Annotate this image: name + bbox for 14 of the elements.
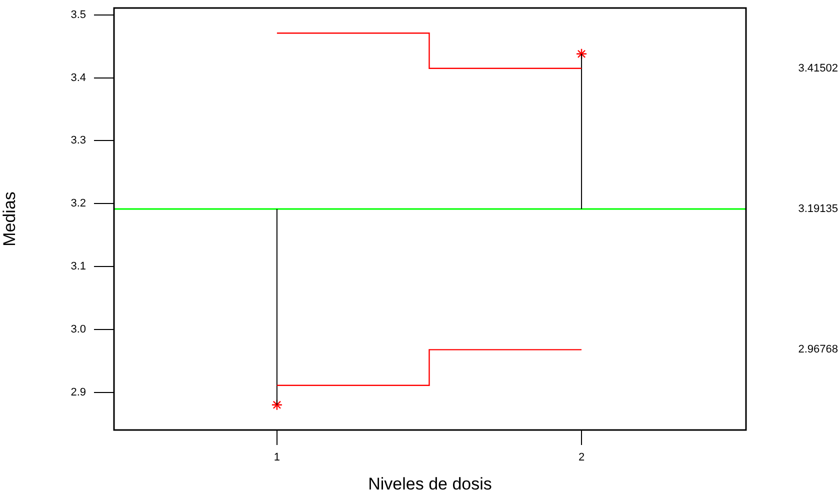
y-tick-label: 3.0: [70, 323, 86, 336]
y-axis-title: Medias: [0, 192, 19, 246]
y-tick-label: 3.2: [70, 198, 86, 210]
y-tick-label: 3.5: [70, 8, 86, 21]
x-axis-title: Niveles de dosis: [368, 474, 492, 494]
x-tick-label: 1: [274, 452, 280, 464]
y-tick-label: 3.4: [70, 72, 86, 84]
y2-tick-label: 2.96768: [798, 344, 838, 356]
y2-tick-label: 3.19135: [798, 203, 838, 216]
y-tick-label: 2.9: [70, 386, 86, 398]
x-tick-label: 2: [578, 452, 585, 464]
y-tick-label: 3.3: [70, 134, 86, 147]
y-tick-label: 3.1: [70, 260, 86, 273]
y2-tick-label: 3.41502: [798, 62, 838, 74]
